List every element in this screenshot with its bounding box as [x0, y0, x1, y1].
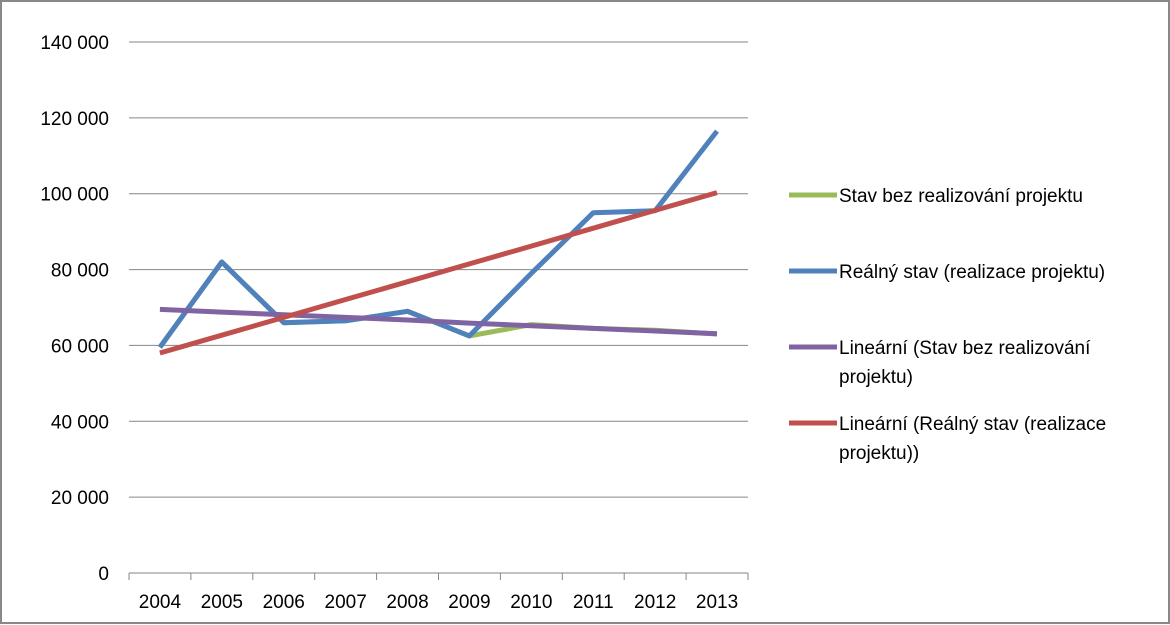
x-tick-label: 2011 [573, 592, 614, 613]
x-tick-label: 2004 [139, 592, 182, 613]
y-tick-label: 0 [98, 564, 109, 585]
y-tick-label: 80 000 [51, 261, 109, 282]
x-tick-label: 2013 [696, 592, 738, 613]
legend-label-0: Stav bez realizování projektu [839, 186, 1083, 207]
series-line-3 [159, 190, 718, 356]
legend-label-3: Lineární (Reálný stav (realizace projektu… [839, 414, 1106, 464]
y-tick-label: 100 000 [40, 185, 109, 206]
x-tick-label: 2012 [634, 592, 676, 613]
x-tick-label: 2010 [510, 592, 552, 613]
y-tick-label: 40 000 [51, 412, 109, 433]
x-tick-label: 2006 [263, 592, 305, 613]
x-tick-label: 2008 [386, 592, 428, 613]
x-tick-label: 2007 [325, 592, 367, 613]
y-tick-label: 60 000 [51, 336, 109, 357]
y-tick-label: 140 000 [40, 33, 109, 54]
legend-label-1: Reálný stav (realizace projektu) [839, 262, 1105, 283]
legend-label-2: Lineární (Stav bez realizování projektu) [839, 338, 1091, 388]
x-tick-label: 2009 [448, 592, 490, 613]
y-tick-label: 120 000 [40, 109, 109, 130]
y-tick-label: 20 000 [51, 488, 109, 509]
x-tick-label: 2005 [201, 592, 243, 613]
series-line-2 [159, 306, 718, 337]
